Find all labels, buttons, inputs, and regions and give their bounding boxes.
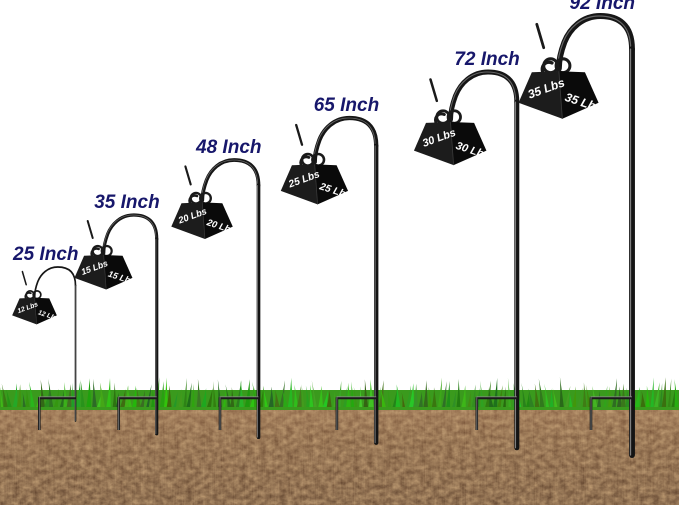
svg-text:72 Inch: 72 Inch [454,49,519,70]
svg-text:92 Inch: 92 Inch [570,0,635,14]
svg-text:65 Inch: 65 Inch [314,95,379,116]
svg-text:48 Inch: 48 Inch [195,137,261,158]
svg-text:35 Inch: 35 Inch [94,192,159,213]
svg-text:25 Inch: 25 Inch [12,244,78,265]
